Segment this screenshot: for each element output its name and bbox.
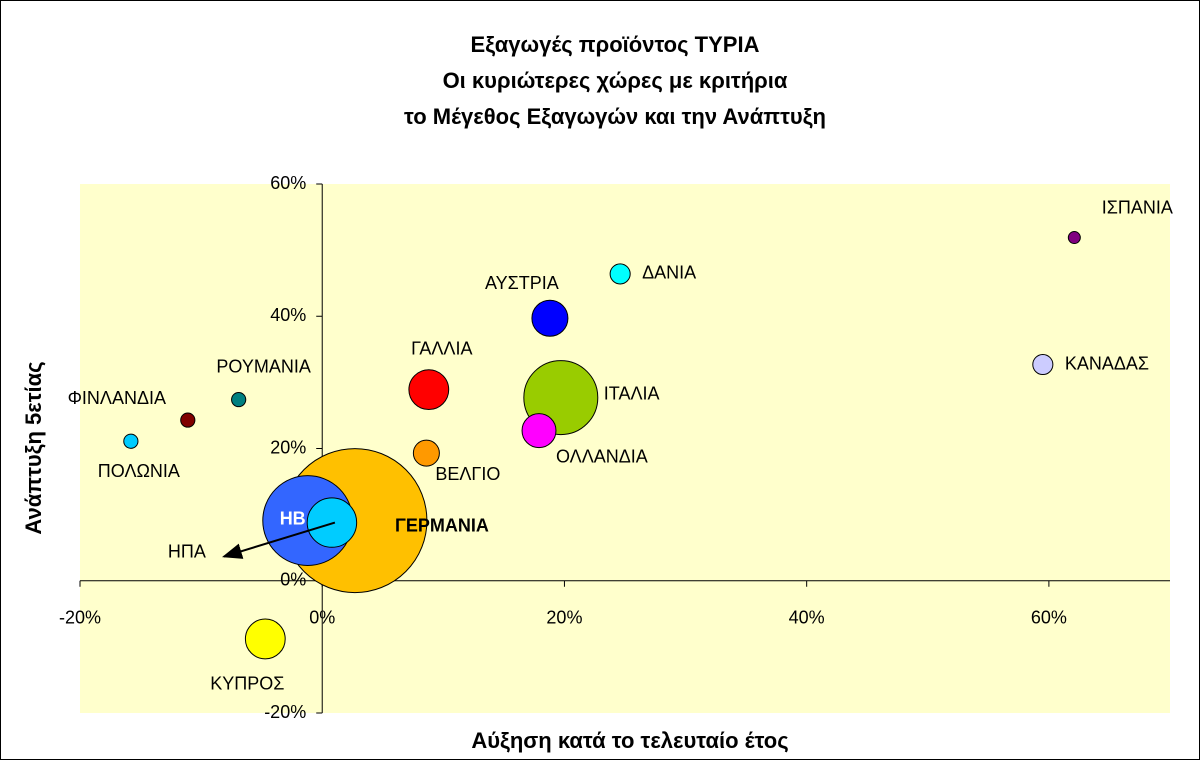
bubble-label: ΚΑΝΑΔΑΣ: [1065, 353, 1149, 373]
bubble-label: ΒΕΛΓΙΟ: [435, 464, 500, 484]
bubble: [1032, 353, 1054, 376]
y-tick-label: -20%: [264, 702, 306, 722]
bubble: [521, 413, 557, 449]
bubble-label: ΡΟΥΜΑΝΙΑ: [216, 356, 310, 376]
bubble-label: ΠΟΛΩΝΙΑ: [98, 461, 180, 481]
arrow: [221, 521, 336, 559]
y-tick-label: 20%: [270, 437, 306, 457]
bubble-label: ΟΛΛΑΝΔΙΑ: [556, 446, 648, 466]
bubble: [231, 391, 247, 408]
x-axis-label: Αύξηση κατά το τελευταίο έτος: [471, 728, 788, 753]
x-tick-label: 60%: [1031, 608, 1067, 628]
bubble-label: ΗΠΑ: [168, 541, 206, 561]
bubble-label: ΓΑΛΛΙΑ: [411, 338, 472, 358]
bubble: [408, 369, 450, 411]
bubble-label: ΔΑΝΙΑ: [642, 263, 696, 283]
x-tick-label: 0%: [309, 608, 335, 628]
x-tick-label: 20%: [546, 608, 582, 628]
bubble-label: ΚΥΠΡΟΣ: [210, 674, 284, 694]
chart-title: Οι κυριώτερες χώρες με κριτήρια: [443, 68, 788, 93]
bubble: [123, 433, 139, 449]
chart-title: το Μέγεθος Εξαγωγών και την Ανάπτυξη: [404, 104, 826, 129]
x-tick-label: 40%: [789, 608, 825, 628]
y-tick-label: 40%: [270, 305, 306, 325]
bubble-label: ΓΕΡΜΑΝΙΑ: [395, 515, 489, 535]
bubble-label: ΙΤΑΛΙΑ: [604, 383, 660, 403]
bubble: [609, 263, 631, 285]
bubble-label: ΙΣΠΑΝΙΑ: [1102, 197, 1173, 217]
x-tick-label: -20%: [59, 608, 101, 628]
bubble-label: ΦΙΝΛΑΝΔΙΑ: [68, 388, 166, 408]
bubble: [412, 439, 440, 467]
bubble-label: ΗΒ: [280, 508, 306, 528]
bubble: [180, 412, 196, 428]
chart-title: Εξαγωγές προϊόντος ΤΥΡΙΑ: [471, 32, 760, 57]
bubble-label: ΑΥΣΤΡΙΑ: [485, 273, 559, 293]
y-tick-label: 0%: [280, 570, 306, 590]
bubble: [244, 618, 286, 660]
bubble: [531, 299, 569, 337]
y-axis-label: Ανάπτυξη 5ετίας: [21, 361, 46, 534]
y-tick-label: 60%: [270, 173, 306, 193]
bubble: [1067, 231, 1081, 245]
